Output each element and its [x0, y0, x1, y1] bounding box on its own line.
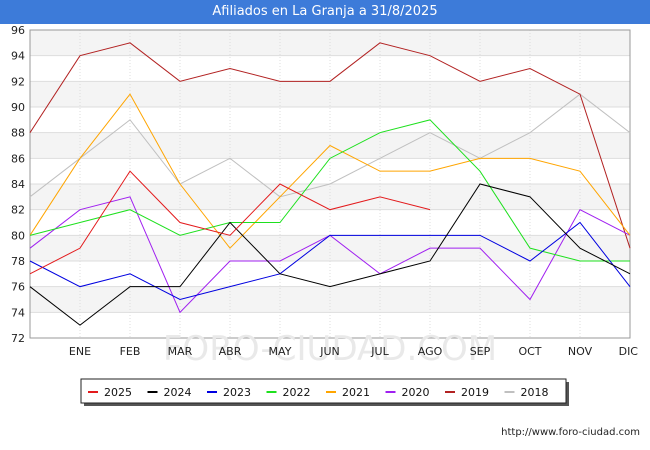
- legend-label-2022: 2022: [283, 386, 311, 399]
- x-tick-label: FEB: [120, 345, 141, 358]
- legend: 2025 2024 2023 2022 2021 2020 2019 2018: [80, 378, 569, 406]
- legend-label-2018: 2018: [521, 386, 549, 399]
- source-link[interactable]: http://www.foro-ciudad.com: [501, 427, 640, 438]
- x-axis-ticks: ENE FEB MAR ABR MAY JUN JUL AGO SEP OCT NOV DIC: [69, 345, 638, 358]
- plot-band: [30, 286, 630, 313]
- x-tick-label: ENE: [69, 345, 91, 358]
- series-line-2023: [29, 221, 631, 301]
- legend-label-2024: 2024: [164, 386, 192, 399]
- series-line-2024: [29, 183, 631, 326]
- y-tick-label: 76: [11, 281, 25, 294]
- x-tick-label: DIC: [619, 345, 639, 358]
- legend-box: [80, 378, 567, 404]
- y-tick-label: 78: [11, 255, 25, 268]
- x-tick-label: AGO: [418, 345, 443, 358]
- y-tick-label: 72: [11, 332, 25, 345]
- legend-label-2019: 2019: [461, 386, 489, 399]
- legend-label-2020: 2020: [402, 386, 430, 399]
- y-tick-label: 86: [11, 152, 25, 165]
- x-tick-label: OCT: [518, 345, 541, 358]
- x-tick-label: JUL: [370, 345, 389, 358]
- x-tick-label: SEP: [470, 345, 491, 358]
- series-line-2018: [29, 93, 631, 198]
- y-tick-label: 90: [11, 101, 25, 114]
- y-tick-label: 92: [11, 75, 25, 88]
- series-line-2025: [29, 170, 431, 275]
- plot-band: [30, 184, 630, 210]
- x-tick-label: MAY: [269, 345, 292, 358]
- y-tick-label: 80: [11, 229, 25, 242]
- y-tick-label: 82: [11, 204, 25, 217]
- y-tick-label: 88: [11, 127, 25, 140]
- plot-frame: [29, 29, 631, 339]
- y-tick-label: 74: [11, 306, 25, 319]
- y-tick-label: 84: [11, 178, 25, 191]
- series-line-2022: [29, 119, 630, 262]
- x-tick-label: NOV: [568, 345, 593, 358]
- plot-band: [30, 81, 630, 107]
- series-line-2021: [29, 93, 631, 249]
- y-tick-label: 94: [11, 50, 25, 63]
- watermark: FORO-CIUDAD.COM: [163, 329, 497, 369]
- x-tick-label: JUN: [319, 345, 340, 358]
- y-tick-label: 96: [11, 24, 25, 37]
- legend-label-2025: 2025: [104, 386, 132, 399]
- plot-band: [30, 235, 630, 261]
- y-axis-ticks: 72 74 76 78 80 82 84 86 88 90 92 94 96: [11, 24, 25, 345]
- legend-label-2021: 2021: [342, 386, 370, 399]
- x-tick-label: MAR: [168, 345, 193, 358]
- series-lines: [29, 42, 631, 326]
- chart-title: Afiliados en La Granja a 31/8/2025: [0, 0, 650, 24]
- series-line-2019: [29, 42, 631, 249]
- legend-label-2023: 2023: [223, 386, 251, 399]
- x-tick-label: ABR: [219, 345, 242, 358]
